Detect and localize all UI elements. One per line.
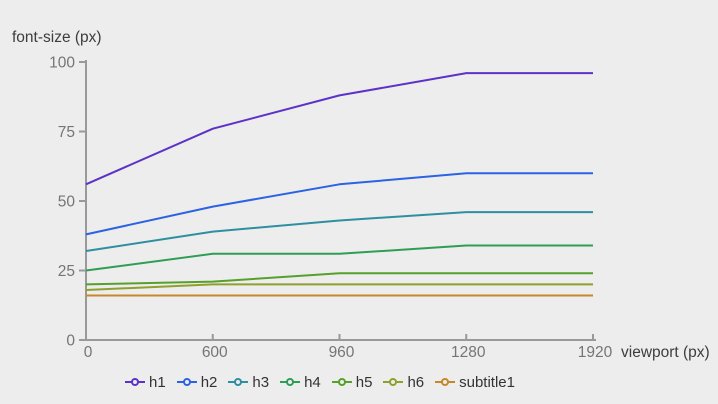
y-tick-label-25: 25 — [58, 263, 75, 280]
legend-item-h1[interactable]: h1 — [125, 374, 166, 391]
series-lines — [85, 72, 593, 297]
axes — [85, 60, 596, 341]
legend-marker-circle — [182, 378, 191, 386]
x-tick-label-0: 0 — [84, 344, 93, 361]
y-tick-label-50: 50 — [58, 194, 76, 211]
legend-item-h4[interactable]: h4 — [280, 374, 321, 391]
y-tick-label-100: 100 — [49, 55, 75, 72]
series-line-h5 — [85, 272, 593, 286]
legend-line-marker-icon-h3 — [228, 378, 249, 386]
legend-marker-circle — [286, 378, 295, 386]
x-axis-title: viewport (px) — [621, 344, 710, 361]
legend-label-subtitle1: subtitle1 — [459, 373, 515, 391]
legend-label-h5: h5 — [355, 373, 373, 391]
y-axis-title: font-size (px) — [12, 29, 102, 46]
series-line-h6 — [85, 283, 593, 291]
legend-line-marker-icon-h1 — [125, 378, 145, 386]
tick-labels: 0 25 50 75 100 0 600 960 1280 1920 — [49, 55, 612, 362]
y-tick-label-75: 75 — [58, 124, 75, 141]
legend-line-marker-icon-h2 — [176, 378, 197, 386]
legend-line-marker-icon-h4 — [280, 378, 301, 386]
legend-marker-circle — [337, 378, 346, 386]
legend-item-h5[interactable]: h5 — [331, 373, 373, 391]
legend: h1 h2 h3 h4 h5 h6 subtitle1 — [0, 371, 640, 393]
legend-item-h2[interactable]: h2 — [176, 373, 218, 391]
legend-label-h3: h3 — [252, 373, 270, 391]
legend-marker-circle — [389, 378, 398, 386]
legend-line-marker-icon-h5 — [331, 378, 352, 386]
legend-line-marker-icon-h6 — [383, 378, 404, 386]
x-tick-label-960: 960 — [329, 344, 355, 361]
legend-item-subtitle1[interactable]: subtitle1 — [435, 374, 515, 391]
legend-item-h6[interactable]: h6 — [383, 374, 424, 391]
legend-label-h1: h1 — [149, 373, 166, 391]
x-tick-label-600: 600 — [202, 344, 228, 361]
legend-label-h4: h4 — [304, 373, 321, 391]
series-line-h2 — [85, 172, 593, 236]
legend-marker-circle — [441, 378, 450, 386]
legend-item-h3[interactable]: h3 — [228, 374, 269, 391]
series-line-h3 — [85, 211, 593, 252]
legend-line-marker-icon-subtitle1 — [435, 378, 456, 386]
series-line-h4 — [85, 244, 593, 272]
x-tick-label-1920: 1920 — [578, 344, 613, 361]
series-line-h1 — [85, 72, 593, 186]
legend-marker-circle — [131, 378, 139, 386]
y-tick-label-0: 0 — [66, 333, 75, 350]
legend-label-h2: h2 — [200, 373, 218, 391]
x-tick-label-1280: 1280 — [451, 344, 486, 361]
legend-label-h6: h6 — [407, 373, 425, 391]
legend-marker-circle — [234, 378, 243, 386]
